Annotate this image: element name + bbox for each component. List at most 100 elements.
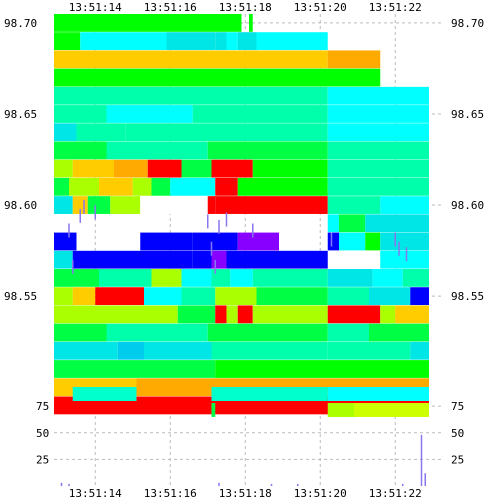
depth-cell [177, 305, 216, 324]
depth-cell [207, 323, 328, 342]
price-tick-label-left: 98.55 [4, 290, 37, 303]
depth-cell [365, 232, 381, 251]
time-tick-label-top: 13:51:22 [369, 1, 422, 14]
depth-cell [226, 250, 249, 269]
depth-cell [144, 287, 182, 306]
depth-cell [256, 32, 328, 51]
depth-cell [327, 323, 369, 342]
volume-tick-label-right: 75 [451, 400, 464, 413]
depth-cell [339, 232, 366, 251]
depth-cell [54, 50, 328, 69]
depth-cell [117, 341, 144, 360]
depth-cell [114, 159, 148, 178]
depth-cell [327, 305, 381, 324]
depth-cell [215, 32, 227, 51]
depth-cell [72, 250, 144, 269]
depth-cell [380, 196, 429, 214]
depth-cell [410, 341, 429, 360]
volume-depth-cell [327, 387, 429, 401]
depth-cell [54, 305, 178, 324]
time-tick-label-top: 13:51:16 [144, 1, 197, 14]
time-tick-label-top: 13:51:14 [69, 1, 122, 14]
price-tick-label-right: 98.65 [451, 108, 484, 121]
depth-cell [339, 214, 366, 233]
depth-cell [327, 196, 381, 214]
price-tick-label-left: 98.65 [4, 108, 37, 121]
time-tick-label-bottom: 13:51:14 [69, 487, 122, 500]
depth-cell [80, 32, 167, 51]
depth-cell [54, 196, 73, 214]
depth-cell [252, 159, 328, 178]
depth-cell [110, 196, 141, 214]
depth-cell [144, 250, 193, 269]
volume-depth-cell [72, 387, 137, 401]
volume-tick-label-right: 50 [451, 427, 464, 440]
depth-cell [256, 287, 328, 306]
depth-cell [215, 177, 238, 196]
depth-cell [252, 269, 328, 287]
depth-cell [87, 196, 111, 214]
depth-cell [215, 305, 227, 324]
depth-cell [54, 123, 77, 142]
depth-cell [144, 341, 212, 360]
volume-tick-label-left: 75 [36, 400, 49, 413]
depth-cell [54, 341, 118, 360]
depth-cell [95, 287, 144, 306]
depth-cell [54, 360, 216, 378]
depth-cell [54, 32, 81, 51]
depth-cell [192, 232, 238, 251]
depth-cell [99, 177, 133, 196]
price-tick-label-right: 98.70 [451, 17, 484, 30]
depth-cell [327, 269, 373, 287]
depth-cell [327, 105, 429, 123]
time-tick-label-top: 13:51:18 [219, 1, 272, 14]
depth-cell [252, 305, 328, 324]
depth-cell [54, 141, 107, 160]
depth-cell [54, 68, 381, 87]
depth-cell [369, 287, 411, 306]
depth-cell [365, 214, 429, 233]
depth-cell [151, 269, 182, 287]
depth-cell [327, 86, 429, 105]
time-tick-label-bottom: 13:51:18 [219, 487, 272, 500]
volume-depth-cell [211, 402, 216, 417]
depth-cell [402, 269, 429, 287]
depth-cell [215, 360, 429, 378]
depth-cell [54, 232, 77, 251]
depth-cell [237, 305, 253, 324]
time-tick-label-bottom: 13:51:22 [369, 487, 422, 500]
depth-cell [54, 269, 99, 287]
depth-cell [327, 214, 339, 233]
depth-cell [369, 323, 429, 342]
depth-cell [151, 177, 171, 196]
depth-cell [54, 250, 73, 269]
depth-cell [125, 123, 227, 142]
depth-cell [211, 269, 231, 287]
depth-cell [140, 232, 193, 251]
depth-cell [147, 159, 182, 178]
depth-cell [140, 196, 208, 214]
depth-cell [192, 105, 328, 123]
depth-cell [327, 50, 381, 69]
depth-cell [192, 250, 212, 269]
depth-cell [99, 269, 152, 287]
depth-cell [181, 287, 216, 306]
depth-cell [372, 269, 403, 287]
depth-cell [249, 250, 328, 269]
depth-cell [327, 141, 429, 160]
depth-cell [327, 287, 369, 306]
depth-cell [54, 177, 69, 196]
depth-cell [226, 305, 238, 324]
depth-cell [181, 159, 212, 178]
depth-cell [106, 105, 193, 123]
price-tick-label-right: 98.55 [451, 290, 484, 303]
depth-cell [226, 123, 328, 142]
volume-depth-cell [211, 387, 328, 401]
depth-cell [327, 159, 429, 178]
price-tick-label-left: 98.60 [4, 199, 37, 212]
depth-cell [106, 323, 208, 342]
depth-cell [211, 159, 253, 178]
price-tick-label-right: 98.60 [451, 199, 484, 212]
volume-depth-cell [327, 402, 354, 417]
depth-cell [54, 159, 73, 178]
